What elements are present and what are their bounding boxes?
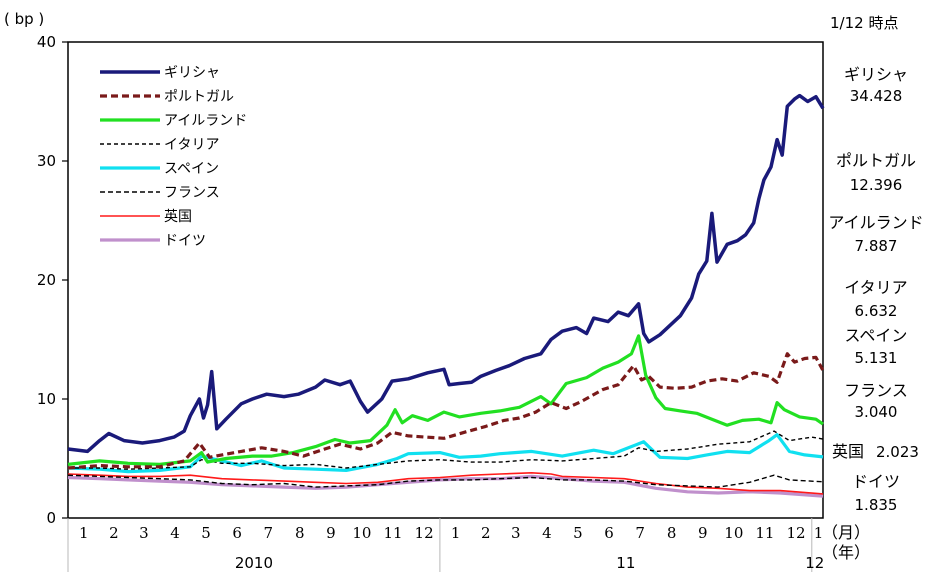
x-month-label: 3: [511, 524, 521, 542]
legend-label: スペイン: [164, 161, 219, 177]
plot-area: [67, 41, 825, 519]
x-month-label: 12: [415, 524, 434, 542]
latest-value: 6.632: [855, 302, 898, 320]
x-month-label: 3: [139, 524, 149, 542]
latest-value-labels: ギリシャ 34.428 ポルトガル 12.396 アイルランド 7.887 イタリア 6.63…: [828, 65, 923, 514]
y-tick-label: 30: [37, 152, 56, 170]
x-month-label: 12: [786, 524, 805, 542]
latest-value: 2.023: [876, 443, 919, 461]
series-line: [67, 334, 824, 466]
x-month-label: 5: [573, 524, 583, 542]
x-month-label: 2: [109, 524, 119, 542]
latest-value: 7.887: [855, 237, 898, 255]
x-year-label: 12: [805, 554, 824, 572]
x-month-label: 10: [724, 524, 743, 542]
legend-label: 英国: [164, 208, 192, 225]
series-line: [67, 433, 824, 474]
y-axis-unit: ( bp ): [4, 10, 44, 28]
series-line: [68, 430, 824, 470]
legend-label: アイルランド: [164, 113, 247, 129]
latest-value: 34.428: [850, 87, 903, 105]
latest-value: 3.040: [855, 403, 898, 421]
x-month-label: 11: [383, 524, 402, 542]
series-line: [67, 93, 825, 454]
x-year-label: 2010: [235, 554, 273, 572]
x-year-label: 11: [616, 554, 635, 572]
latest-name: スペイン: [845, 326, 908, 345]
latest-value: 12.396: [850, 176, 903, 194]
x-month-label: 10: [352, 524, 371, 542]
x-month-label: 6: [232, 524, 242, 542]
legend-label: ドイツ: [164, 233, 206, 249]
series-line: [67, 472, 824, 495]
x-month-label: 9: [698, 524, 708, 542]
latest-name: フランス: [844, 381, 908, 400]
latest-name: ギリシャ: [844, 65, 908, 84]
latest-name: ポルトガル: [836, 151, 916, 170]
x-month-label: 1: [79, 524, 89, 542]
series-line: [67, 352, 825, 470]
latest-name: ドイツ: [852, 472, 900, 491]
latest-name: 英国: [832, 442, 864, 461]
latest-value: 5.131: [855, 349, 898, 367]
x-unit-year: （年）: [822, 543, 870, 562]
legend-label: イタリア: [164, 137, 219, 153]
x-month-label: 1: [814, 524, 824, 542]
y-tick-label: 10: [37, 390, 56, 408]
series-lines: [67, 93, 825, 498]
legend-label: フランス: [164, 185, 220, 201]
y-axis: 0 10 20 30 40: [37, 33, 68, 527]
x-month-label: 1: [451, 524, 461, 542]
x-month-label: 5: [201, 524, 211, 542]
x-month-label: 11: [755, 524, 774, 542]
plot-frame: [67, 41, 824, 519]
x-month-label: 4: [170, 524, 180, 542]
x-month-label: 2: [481, 524, 491, 542]
x-month-label: 9: [326, 524, 336, 542]
legend-label: ギリシャ: [164, 65, 220, 81]
latest-name: イタリア: [844, 278, 907, 297]
y-tick-label: 20: [37, 271, 56, 289]
legend-label: ポルトガル: [164, 89, 234, 105]
x-month-label: 7: [263, 524, 273, 542]
x-unit-month: （月）: [822, 523, 870, 542]
x-month-label: 6: [604, 524, 614, 542]
y-tick-label: 0: [46, 509, 56, 527]
y-tick-label: 40: [37, 33, 56, 51]
x-month-label: 4: [542, 524, 552, 542]
x-month-label: 7: [635, 524, 645, 542]
x-month-label: 8: [667, 524, 677, 542]
series-line: [67, 474, 824, 488]
x-month-label: 8: [295, 524, 305, 542]
latest-name: アイルランド: [828, 213, 923, 232]
as-of-label: 1/12 時点: [830, 14, 898, 32]
latest-value: 1.835: [855, 496, 898, 514]
